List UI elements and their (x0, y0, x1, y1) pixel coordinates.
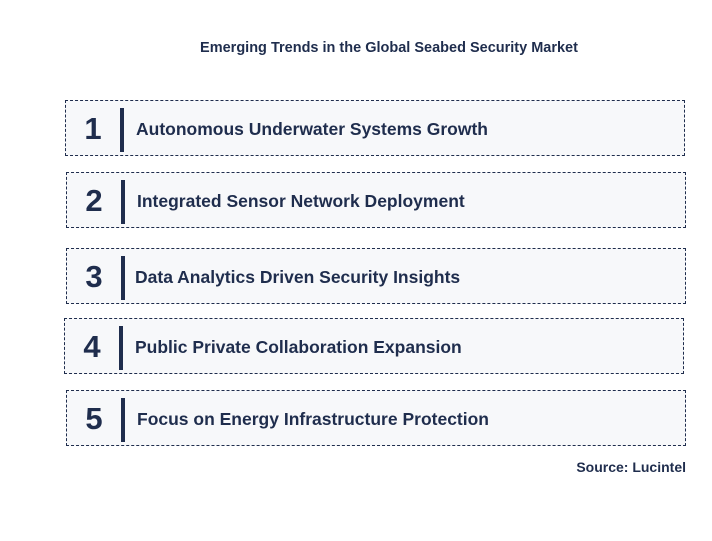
trend-divider (121, 398, 125, 442)
trend-number: 5 (85, 401, 103, 436)
trend-number: 3 (85, 259, 103, 294)
trend-item-2: 2 Integrated Sensor Network Deployment (66, 172, 686, 228)
trend-label: Integrated Sensor Network Deployment (137, 191, 465, 211)
trend-item-3: 3 Data Analytics Driven Security Insight… (66, 248, 686, 304)
trend-number: 4 (83, 329, 101, 364)
trend-label: Autonomous Underwater Systems Growth (136, 119, 488, 139)
trend-label: Focus on Energy Infrastructure Protectio… (137, 409, 489, 429)
trend-divider (121, 256, 125, 300)
source-note: Source: Lucintel (576, 459, 686, 475)
trend-divider (120, 108, 124, 152)
trend-divider (119, 326, 123, 370)
trend-number: 2 (85, 183, 103, 218)
trend-item-4: 4 Public Private Collaboration Expansion (64, 318, 684, 374)
diagram-title: Emerging Trends in the Global Seabed Sec… (200, 40, 578, 56)
trend-number: 1 (84, 111, 102, 146)
trend-item-1: 1 Autonomous Underwater Systems Growth (65, 100, 685, 156)
trend-divider (121, 180, 125, 224)
trend-label: Data Analytics Driven Security Insights (135, 267, 461, 287)
trend-item-5: 5 Focus on Energy Infrastructure Protect… (66, 390, 686, 446)
trend-label: Public Private Collaboration Expansion (135, 337, 462, 357)
